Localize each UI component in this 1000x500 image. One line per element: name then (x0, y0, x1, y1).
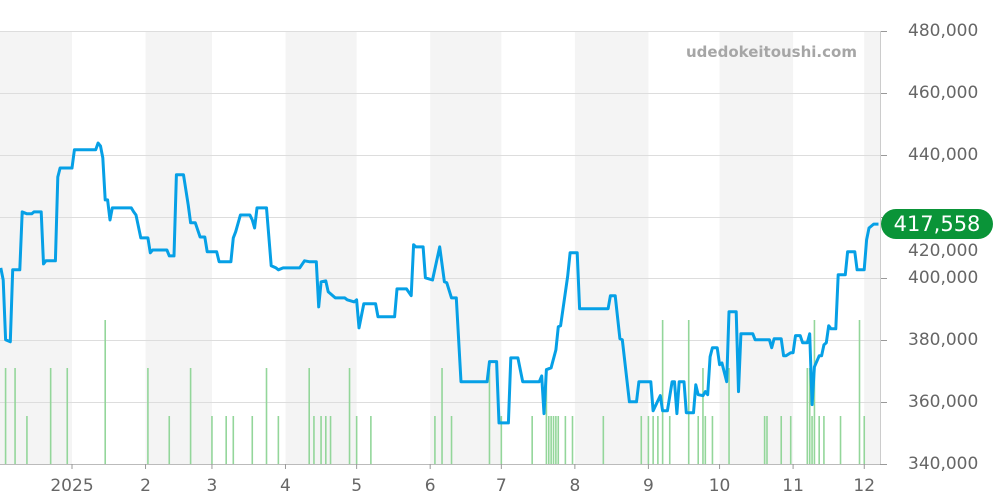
x-tick-label: 11 (782, 476, 804, 496)
month-band (0, 31, 72, 464)
x-tick-label: 6 (424, 476, 436, 496)
month-band (285, 31, 357, 464)
x-tick-label: 7 (495, 476, 507, 496)
y-tick-label: 460,000 (908, 82, 979, 103)
current-price-badge: 417,558 (881, 209, 993, 239)
month-band (719, 31, 794, 464)
month-band (574, 31, 649, 464)
y-tick-label: 340,000 (908, 453, 979, 474)
y-tick-label: 480,000 (908, 20, 979, 41)
x-tick-label: 10 (708, 476, 731, 496)
y-tick-label: 380,000 (908, 329, 979, 350)
x-tick-label: 4 (280, 476, 291, 496)
y-tick-label: 440,000 (908, 144, 979, 165)
y-tick-label: 400,000 (908, 267, 979, 288)
x-tick-label: 3 (206, 476, 218, 496)
x-tick-label: 2 (140, 476, 151, 496)
x-tick-label: 8 (569, 476, 581, 496)
x-tick-label: 12 (853, 476, 876, 496)
x-tick-label: 2025 (50, 476, 94, 496)
x-tick-label: 5 (351, 476, 363, 496)
watermark: udedokeitoushi.com (686, 43, 857, 61)
month-band (145, 31, 212, 464)
y-tick-label: 420,000 (908, 241, 979, 261)
price-line (0, 141, 879, 425)
x-tick-label: 9 (642, 476, 654, 496)
y-tick-label: 360,000 (908, 391, 979, 412)
month-band (864, 31, 880, 464)
